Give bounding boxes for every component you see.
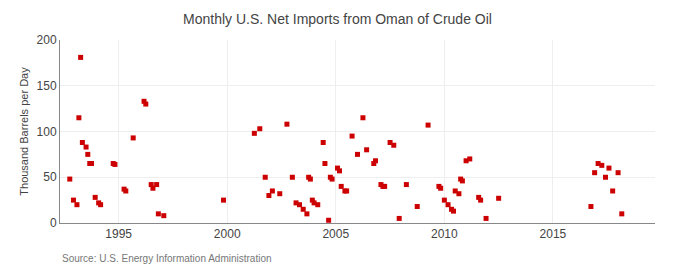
svg-text:2005: 2005 (322, 227, 349, 241)
svg-text:2010: 2010 (431, 227, 458, 241)
svg-text:2000: 2000 (214, 227, 241, 241)
svg-text:Source: U.S. Energy Informatio: Source: U.S. Energy Information Administ… (62, 253, 272, 264)
svg-text:50: 50 (43, 170, 57, 184)
svg-text:150: 150 (37, 79, 57, 93)
svg-text:Thousand Barrels per Day: Thousand Barrels per Day (18, 67, 30, 196)
svg-text:Monthly U.S. Net Imports from: Monthly U.S. Net Imports from Oman of Cr… (183, 11, 492, 27)
svg-text:2015: 2015 (540, 227, 567, 241)
svg-text:200: 200 (37, 33, 57, 47)
svg-text:1995: 1995 (105, 227, 132, 241)
svg-text:100: 100 (37, 125, 57, 139)
svg-text:0: 0 (50, 216, 57, 230)
